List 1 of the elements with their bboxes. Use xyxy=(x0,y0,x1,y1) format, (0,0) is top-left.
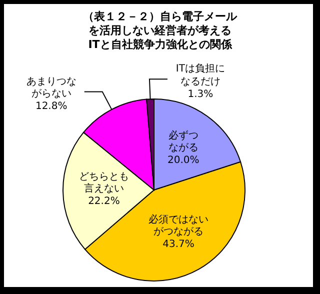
title: （表１２－２）自ら電子メールを活用しない経営者が考えるITと自社競争力強化との関係 xyxy=(82,10,238,52)
